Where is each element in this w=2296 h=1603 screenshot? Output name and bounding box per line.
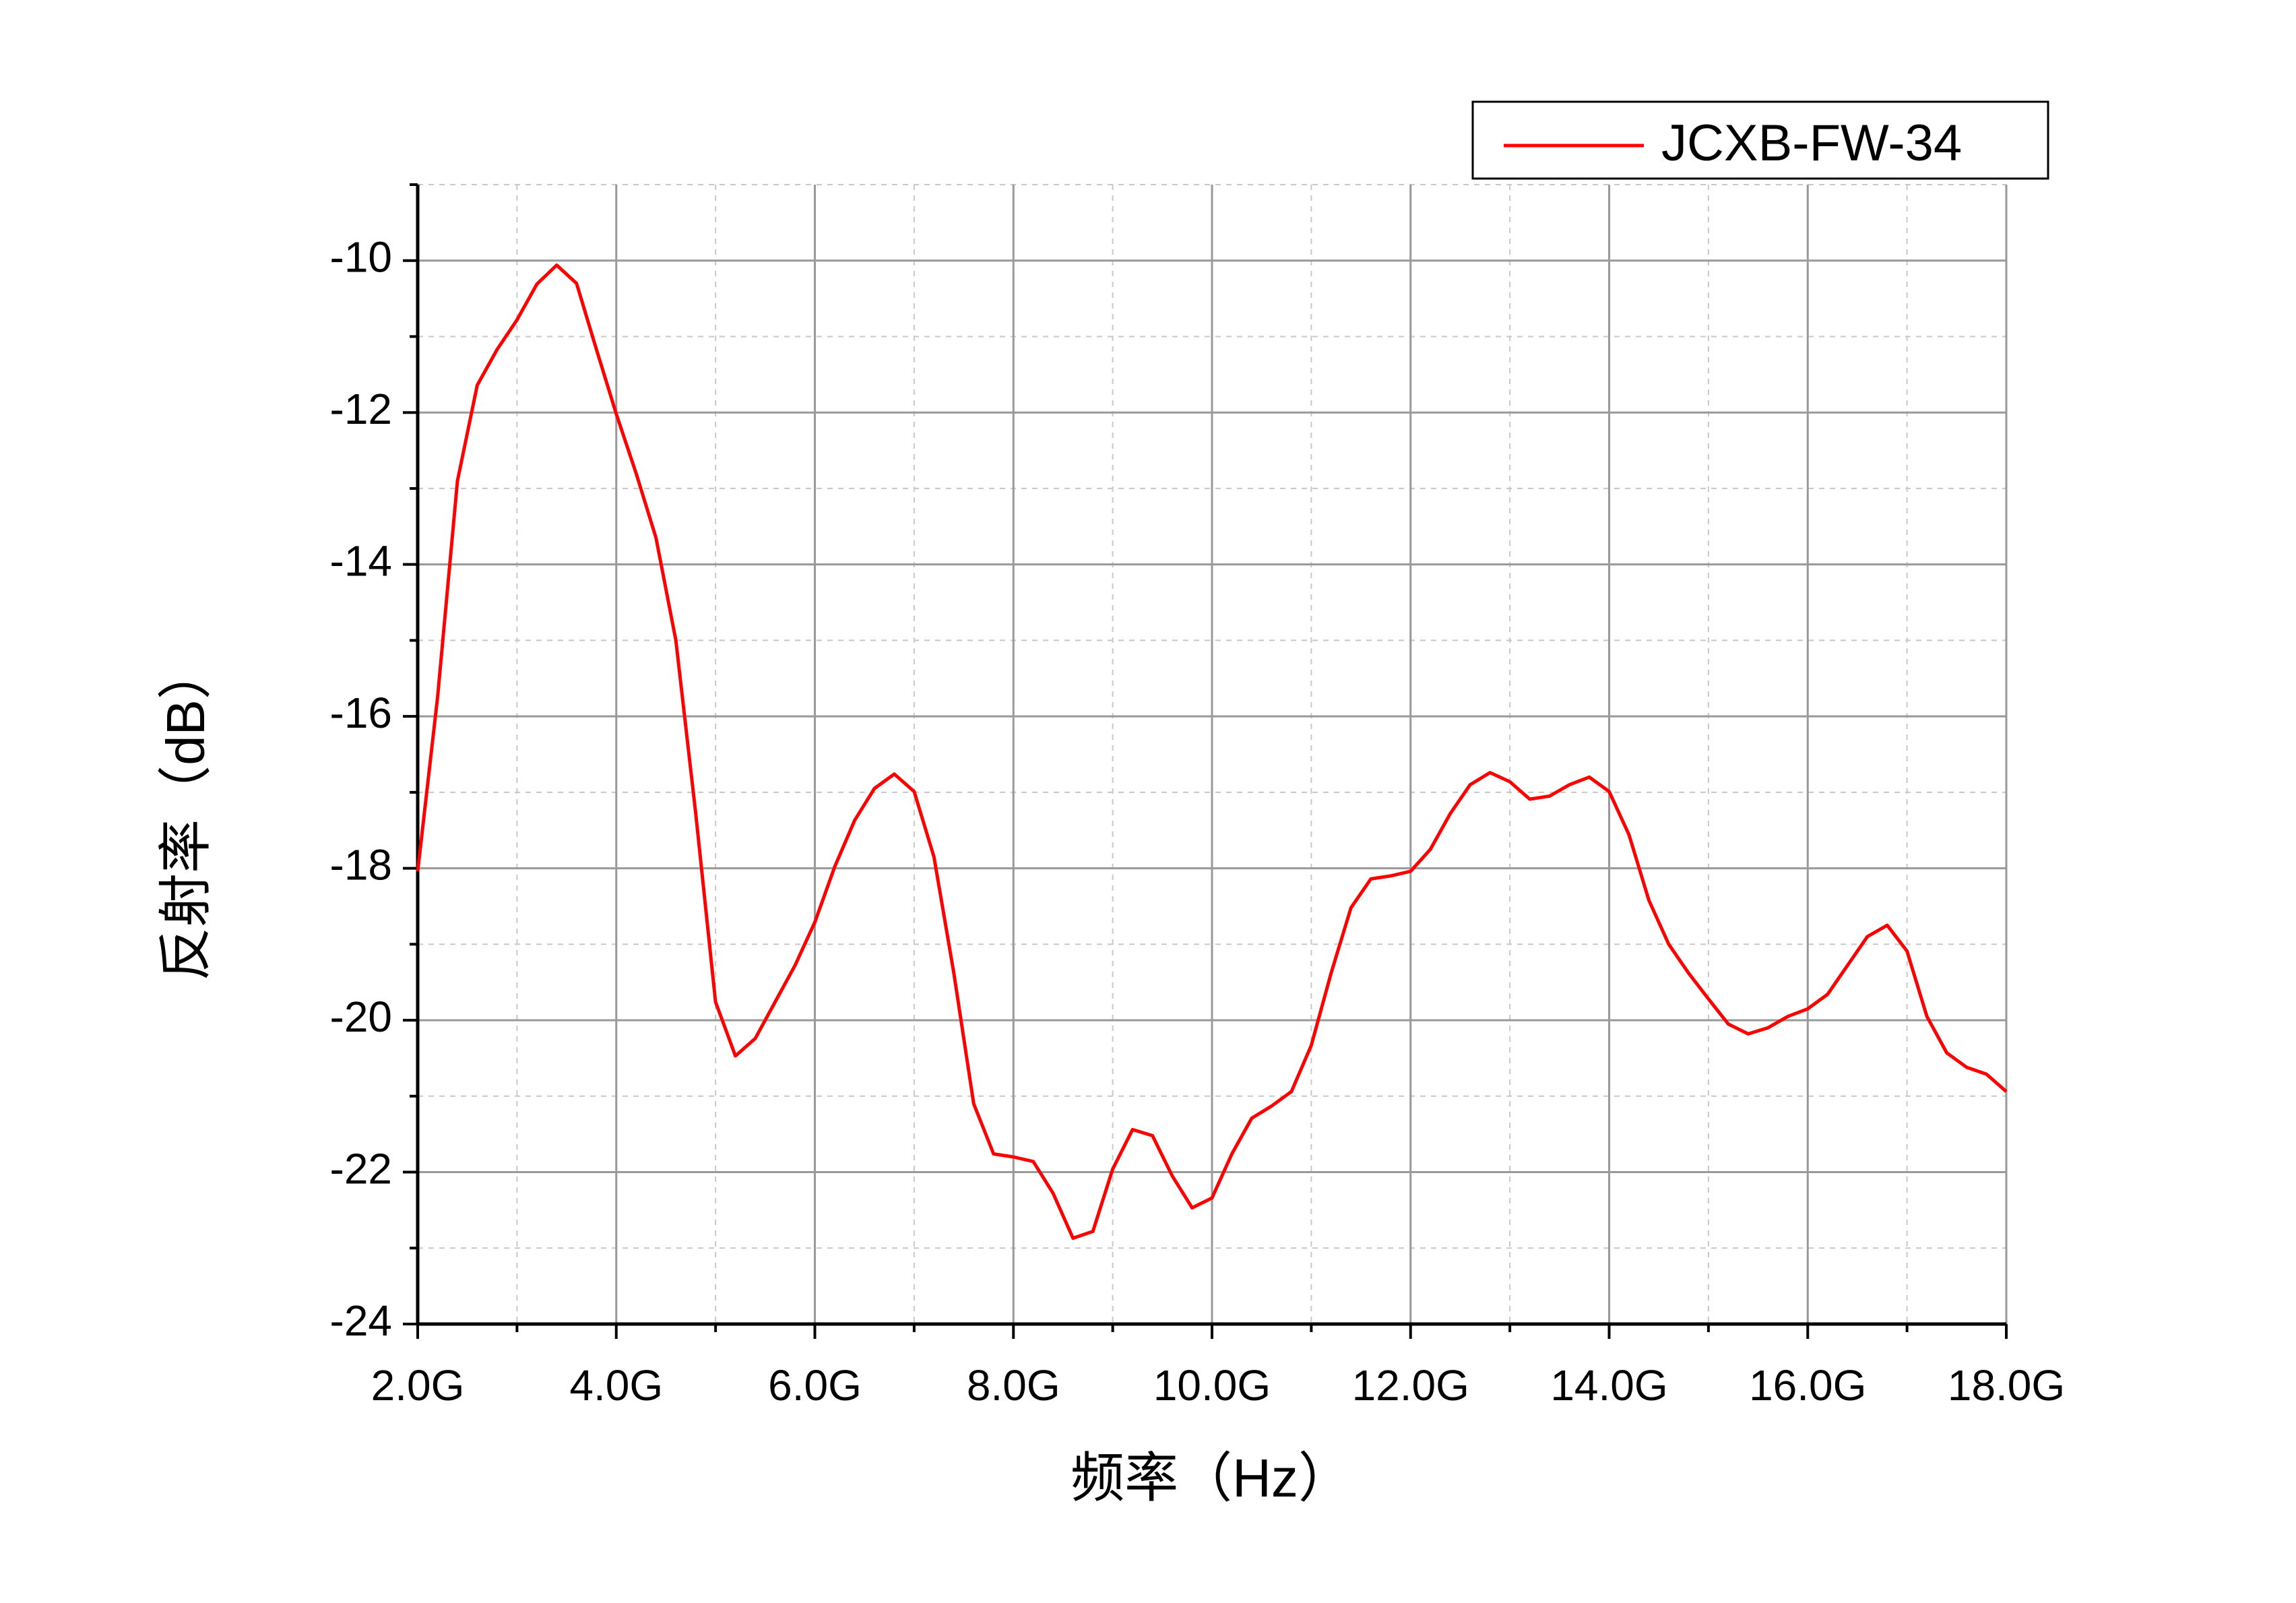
y-tick-label: -14 [330,537,393,586]
y-tick-label: -10 [330,233,393,282]
y-tick-label: -20 [330,993,393,1041]
y-axis-title: 反射率（dB） [156,646,216,981]
y-tick-label: -18 [330,841,393,889]
y-tick-label: -16 [330,689,393,737]
x-tick-label: 10.0G [1153,1361,1271,1410]
x-tick-label: 18.0G [1948,1361,2065,1410]
x-axis-title: 频率（Hz） [1071,1448,1352,1508]
x-tick-label: 14.0G [1550,1361,1667,1410]
legend-box [1471,100,2049,180]
x-tick-label: 6.0G [768,1361,862,1410]
x-tick-label: 8.0G [967,1361,1060,1410]
x-tick-label: 2.0G [371,1361,465,1410]
x-tick-label: 16.0G [1749,1361,1866,1410]
x-tick-label: 12.0G [1352,1361,1469,1410]
y-tick-label: -24 [330,1296,393,1345]
legend-label: JCXB-FW-34 [1661,115,1962,172]
x-tick-label: 4.0G [569,1361,663,1410]
y-tick-label: -22 [330,1144,393,1193]
data-line [416,263,2008,1240]
y-tick-label: -12 [330,385,393,433]
